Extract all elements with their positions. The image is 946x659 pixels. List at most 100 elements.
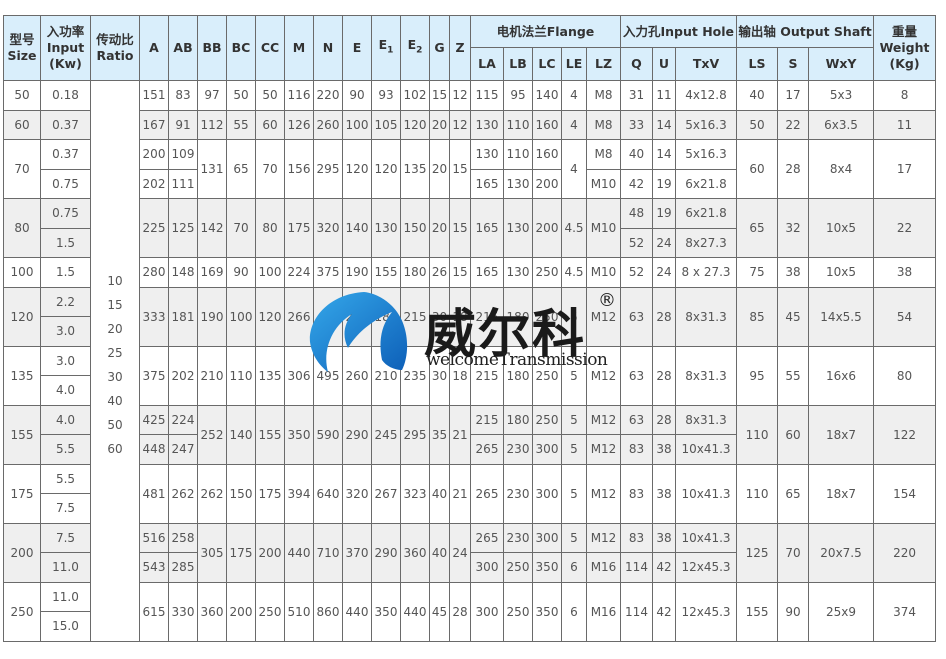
u-cell: 19 — [652, 168, 676, 199]
la-cell: 115 — [470, 80, 504, 111]
e1-cell: 93 — [371, 80, 401, 111]
cc-cell: 120 — [255, 286, 285, 347]
z-cell: 15 — [449, 257, 471, 288]
size-cell: 250 — [3, 581, 41, 642]
lc-cell: 300 — [532, 522, 562, 553]
cc-cell: 175 — [255, 463, 285, 524]
weight-cell: 22 — [873, 198, 937, 258]
s-cell: 45 — [777, 286, 810, 347]
le-cell: 4.5 — [561, 198, 587, 258]
header-output-shaft: 输出轴 Output Shaft — [736, 15, 875, 48]
a-cell: 615 — [139, 581, 169, 642]
u-cell: 42 — [652, 581, 676, 642]
ratio-value: 25 — [107, 346, 123, 360]
input-power-cell: 4.0 — [40, 375, 91, 406]
header-LC: LC — [532, 47, 562, 81]
ls-cell: 75 — [736, 257, 779, 288]
header-input-unit: (Kw) — [49, 56, 82, 71]
table-body: 50 0.18 10 15 20 25 30 40 50 60 151 83 97 50 50 116 220 9… — [3, 80, 937, 642]
header-Q: Q — [620, 47, 653, 81]
txv-cell: 12x45.3 — [674, 581, 738, 642]
u-cell: 14 — [652, 139, 676, 170]
table-row: 7.5 — [4, 493, 936, 524]
e1-cell: 267 — [371, 463, 401, 524]
wxy-cell: 18x7 — [808, 404, 875, 465]
q-cell: 83 — [620, 522, 653, 553]
header-BC: BC — [226, 15, 256, 81]
ab-cell: 330 — [168, 581, 198, 642]
header-E2-base: E — [407, 37, 417, 53]
header-A: A — [139, 15, 169, 81]
table-row: 15.0 — [4, 611, 936, 642]
e2-cell: 323 — [400, 463, 430, 524]
lc-cell: 250 — [532, 257, 562, 288]
n-cell: 710 — [313, 522, 343, 583]
lb-cell: 180 — [503, 404, 533, 435]
a-cell: 333 — [139, 286, 169, 347]
table-row: 100 1.5 280 148 169 90 100 224 375 190 155 180 26 15 1… — [3, 257, 937, 288]
m-cell: 394 — [284, 463, 314, 524]
bc-cell: 110 — [226, 345, 256, 406]
q-cell: 63 — [620, 286, 653, 347]
wxy-cell: 5x3 — [808, 80, 875, 111]
ab-cell: 125 — [168, 198, 198, 258]
e-cell: 290 — [342, 404, 372, 465]
wxy-cell: 6x3.5 — [808, 109, 875, 140]
a-cell: 543 — [139, 552, 169, 583]
e2-cell: 102 — [400, 80, 430, 111]
bc-cell: 200 — [226, 581, 256, 642]
spec-table: 型号 Size 入功率 Input (Kw) 传动比 Ratio A AB BB BC … — [3, 15, 937, 642]
input-power-cell: 7.5 — [40, 522, 91, 553]
lz-cell: M8 — [586, 80, 621, 111]
la-cell: 165 — [470, 168, 504, 199]
la-cell: 265 — [470, 434, 504, 465]
size-cell: 155 — [3, 404, 41, 465]
m-cell: 116 — [284, 80, 314, 111]
u-cell: 24 — [652, 257, 676, 288]
ls-cell: 60 — [736, 139, 779, 199]
table-row: 250 11.0 615 330 360 200 250 510 860 440 350 440 45 2… — [3, 581, 937, 642]
header-E2-sub: 2 — [416, 45, 423, 56]
header-input-en: Input — [46, 40, 85, 55]
input-power-cell: 15.0 — [40, 611, 91, 642]
lc-cell: 350 — [532, 552, 562, 583]
n-cell: 295 — [313, 139, 343, 199]
ab-cell: 148 — [168, 257, 198, 288]
s-cell: 65 — [777, 463, 810, 524]
e-cell: 440 — [342, 581, 372, 642]
lb-cell: 180 — [503, 345, 533, 406]
lz-cell: M16 — [586, 552, 621, 583]
le-cell: 5 — [561, 434, 587, 465]
lc-cell: 200 — [532, 168, 562, 199]
lb-cell: 110 — [503, 139, 533, 170]
input-power-cell: 3.0 — [40, 316, 91, 347]
e1-cell: 180 — [371, 286, 401, 347]
header-TxV: TxV — [674, 47, 738, 81]
q-cell: 83 — [620, 463, 653, 524]
bc-cell: 50 — [226, 80, 256, 111]
la-cell: 165 — [470, 257, 504, 288]
wxy-cell: 14x5.5 — [808, 286, 875, 347]
n-cell: 375 — [313, 257, 343, 288]
wxy-cell: 18x7 — [808, 463, 875, 524]
txv-cell: 8x31.3 — [674, 286, 738, 347]
lz-cell: M10 — [586, 168, 621, 199]
n-cell: 320 — [313, 198, 343, 258]
input-power-cell: 0.37 — [40, 139, 91, 170]
ls-cell: 110 — [736, 404, 779, 465]
table-row: 11.0 543 285 300 250 350 6 M16 114 42 12x45.3 — [4, 552, 936, 583]
s-cell: 90 — [777, 581, 810, 642]
txv-cell: 8 x 27.3 — [674, 257, 738, 288]
e2-cell: 215 — [400, 286, 430, 347]
header-flange: 电机法兰Flange — [470, 15, 621, 48]
txv-cell: 5x16.3 — [674, 139, 738, 170]
ab-cell: 285 — [168, 552, 198, 583]
la-cell: 215 — [470, 404, 504, 435]
a-cell: 425 — [139, 404, 169, 435]
wxy-cell: 25x9 — [808, 581, 875, 642]
size-cell: 70 — [3, 139, 41, 199]
table-row: 120 2.2 333 181 190 100 120 266 450 220 180 215 30 18… — [3, 286, 937, 347]
bc-cell: 55 — [226, 109, 256, 140]
bb-cell: 142 — [197, 198, 227, 258]
z-cell: 18 — [449, 286, 471, 347]
